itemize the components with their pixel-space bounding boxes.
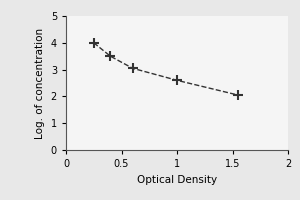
X-axis label: Optical Density: Optical Density [137,175,217,185]
Y-axis label: Log. of concentration: Log. of concentration [35,27,45,139]
